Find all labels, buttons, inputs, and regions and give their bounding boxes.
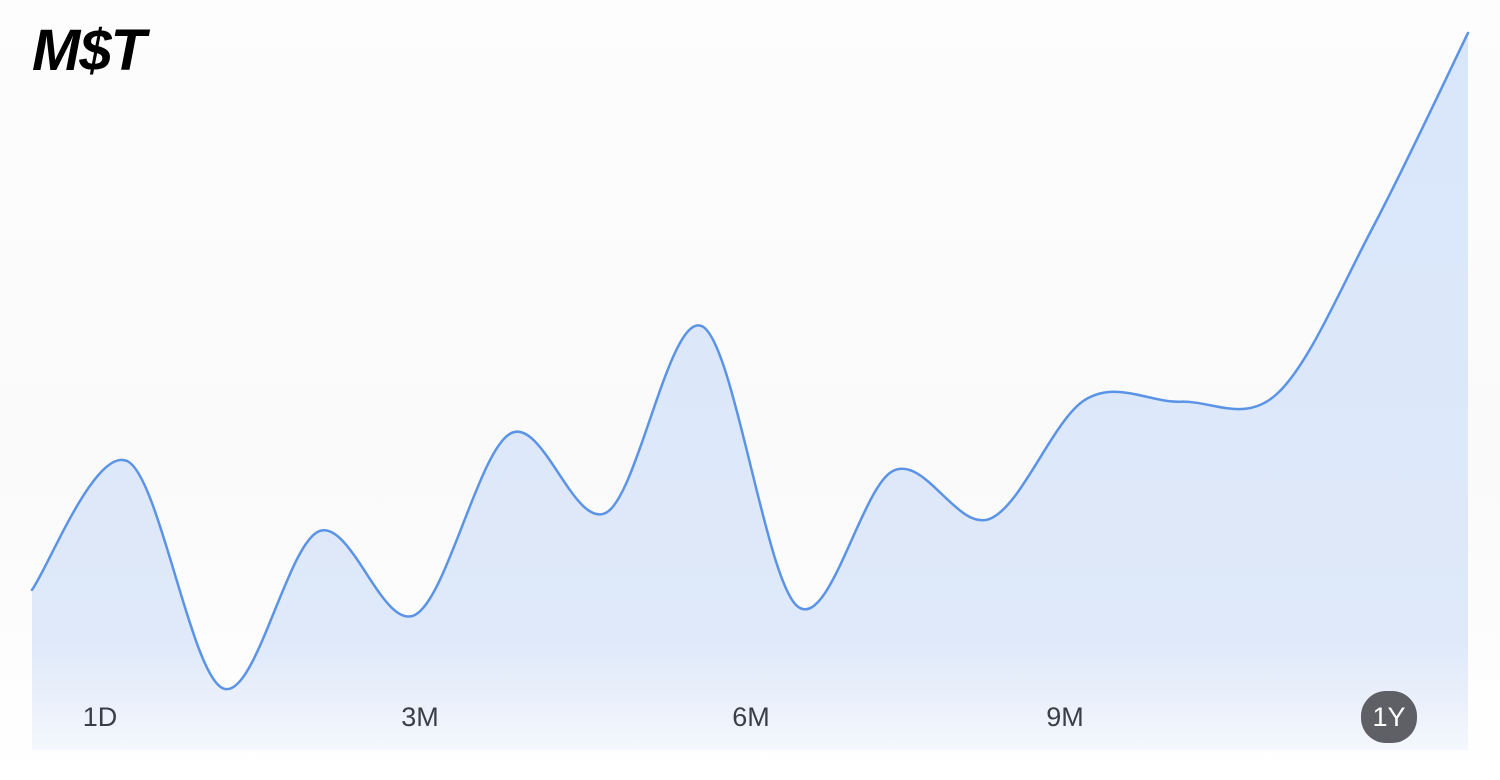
- price-point-9: [891, 468, 897, 474]
- range-button-6m[interactable]: 6M: [723, 692, 779, 742]
- range-selector: 1D 3M 6M 9M 1Y: [32, 690, 1468, 746]
- price-point-6: [603, 510, 609, 516]
- price-point-10: [986, 516, 992, 522]
- price-point-15: [1465, 30, 1471, 36]
- range-button-3m[interactable]: 3M: [392, 692, 448, 742]
- range-button-9m[interactable]: 9M: [1037, 692, 1093, 742]
- price-point-1: [125, 458, 131, 464]
- price-point-11: [1082, 397, 1088, 403]
- price-point-14: [1369, 226, 1375, 232]
- range-button-1d[interactable]: 1D: [72, 692, 128, 742]
- price-line: [30, 31, 1470, 691]
- ticker-symbol: M$T: [32, 18, 146, 83]
- price-point-8: [795, 604, 801, 610]
- price-point-5: [508, 430, 514, 436]
- price-point-0: [29, 587, 35, 593]
- price-point-13: [1274, 391, 1280, 397]
- price-point-3: [316, 528, 322, 534]
- price-point-4: [412, 612, 418, 618]
- price-area-fill: [32, 32, 1468, 750]
- price-point-7: [699, 323, 705, 329]
- price-point-12: [1178, 399, 1184, 405]
- range-button-1y[interactable]: 1Y: [1361, 691, 1417, 743]
